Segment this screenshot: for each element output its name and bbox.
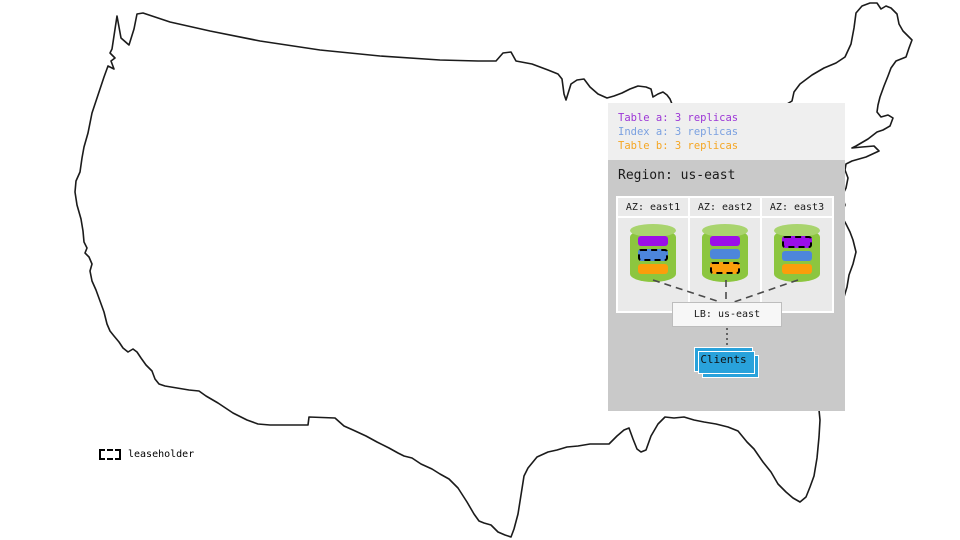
leaseholder-swatch-icon	[99, 449, 121, 460]
replica-bar-table-a	[638, 236, 668, 246]
replica-bar-index-a	[710, 249, 740, 259]
replica-bar-table-a	[710, 236, 740, 246]
az-header: AZ: east2	[690, 198, 760, 216]
clients-box: Clients	[694, 347, 759, 378]
replica-bars	[638, 236, 668, 274]
legend-item-0: Table a: 3 replicas	[618, 112, 739, 124]
replica-bar-table-b-leaseholder	[710, 262, 740, 274]
replica-bars	[710, 236, 740, 274]
replica-bars	[782, 236, 812, 274]
database-cylinder-icon	[630, 224, 676, 282]
legend-item-2: Table b: 3 replicas	[618, 140, 739, 152]
replica-bar-table-b	[638, 264, 668, 274]
replica-legend: Table a: 3 replicas Index a: 3 replicas Ta…	[608, 103, 845, 160]
leaseholder-legend: leaseholder	[99, 449, 194, 460]
az-body	[762, 218, 832, 311]
replica-bar-table-a-leaseholder	[782, 236, 812, 248]
az-header: AZ: east1	[618, 198, 688, 216]
region-box: Region: us-east AZ: east1 AZ: east2 AZ: …	[608, 160, 845, 411]
az-column: AZ: east2	[690, 198, 760, 311]
az-header: AZ: east3	[762, 198, 832, 216]
az-column: AZ: east3	[762, 198, 832, 311]
az-body	[690, 218, 760, 311]
az-column: AZ: east1	[618, 198, 688, 311]
replica-bar-index-a	[782, 251, 812, 261]
region-panel: Table a: 3 replicas Index a: 3 replicas Ta…	[608, 103, 845, 411]
load-balancer-box: LB: us-east	[672, 302, 782, 327]
az-body	[618, 218, 688, 311]
database-cylinder-icon	[702, 224, 748, 282]
replica-bar-table-b	[782, 264, 812, 274]
leaseholder-legend-label: leaseholder	[128, 449, 195, 460]
replica-bar-index-a-leaseholder	[638, 249, 668, 261]
database-cylinder-icon	[774, 224, 820, 282]
az-table: AZ: east1 AZ: east2 AZ: east3	[616, 196, 834, 313]
legend-item-1: Index a: 3 replicas	[618, 126, 739, 138]
region-title: Region: us-east	[618, 168, 736, 183]
